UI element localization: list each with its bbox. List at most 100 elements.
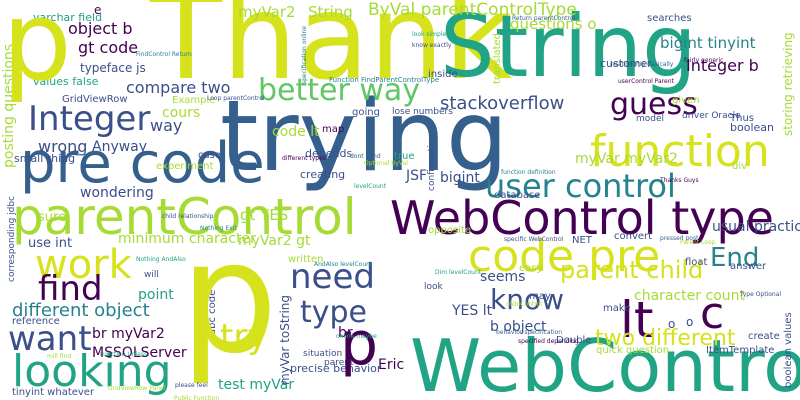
small-word-7: levelCount <box>354 183 387 190</box>
small-word-19: look simple <box>412 31 447 38</box>
word-quick-question-98: quick question <box>596 345 670 356</box>
word-end-22: End <box>710 243 760 273</box>
word-stackoverflow-12: stackoverflow <box>440 93 565 114</box>
word-guess-9: guess <box>610 87 698 122</box>
word-br-myvar2-54: br myVar2 <box>92 326 165 342</box>
word-thus-84: Thus <box>730 113 754 124</box>
small-word-24: please feel <box>175 382 208 389</box>
word-precise-behavior-58: precise behavior <box>290 362 382 375</box>
small-word-11: Thanks Guys <box>660 177 699 184</box>
small-word-25: online maybe <box>336 333 377 340</box>
word-make-96: make <box>603 303 631 314</box>
word-test-myvar-56: test myVar <box>218 377 295 393</box>
small-word-3: Function FindParentControlType <box>329 76 440 84</box>
word-find-14: find <box>38 269 103 309</box>
small-word-9: function definition <box>501 169 556 176</box>
word-o-118: o <box>668 317 676 331</box>
word-code-lt-37: code lt <box>272 124 320 140</box>
word-mssqlserver-55: MSSQLServer <box>92 345 187 361</box>
word-c-20: c <box>700 288 725 339</box>
small-word-27: FindControl Return <box>136 51 192 58</box>
word-gridviewrow-66: GridViewRow <box>62 94 128 105</box>
small-word-18: know exactly <box>412 42 452 49</box>
word-jsf-44: JSF <box>406 168 428 184</box>
word-translated-80: translated <box>492 32 503 84</box>
small-word-2: Optional ByVal <box>364 160 408 167</box>
word-experiment-69: experiment <box>156 161 214 172</box>
word-gt-code-29: gt code <box>78 38 139 57</box>
small-word-22: behavior specification <box>496 329 563 336</box>
word-two-different-27: two different <box>595 326 736 351</box>
word-better-way-11: better way <box>258 73 421 108</box>
word-p-115: p <box>2 0 72 105</box>
word-case-70: case <box>198 150 221 161</box>
word-webcontrol-18: WebControl <box>410 324 800 400</box>
word-typeface-js-64: typeface js <box>80 61 146 75</box>
word-yes-lt-52: YES lt <box>452 303 493 319</box>
small-word-0: child relationship <box>162 213 214 220</box>
word-integer-10: Integer <box>28 99 151 139</box>
word-sure-61: sure <box>38 210 67 225</box>
word-driver-oracle-82: driver Oracle <box>682 111 741 121</box>
word-eric-57: Eric <box>378 357 405 373</box>
small-word-17: fairly generic <box>684 57 724 64</box>
word-know-21: know <box>490 283 564 316</box>
small-word-26: mill find <box>47 353 72 360</box>
small-word-31: Function Unless <box>100 351 148 358</box>
word-minimum-character-47: minimum character <box>118 231 256 247</box>
word-work-13: work <box>35 242 132 288</box>
word-anyway-41: Anyway <box>92 139 148 155</box>
word-o-119: o <box>686 315 694 329</box>
small-word-16: relationship basically <box>610 61 674 68</box>
word-need-15: need <box>290 257 375 297</box>
word-point-59: point <box>138 287 174 303</box>
word-webcontrol-type-5: WebControl type <box>390 191 774 245</box>
word-customer-78: customer <box>600 57 652 70</box>
word-varchar-field-65: varchar field <box>33 11 103 24</box>
word-creating-73: creating <box>300 168 346 181</box>
small-word-13: Dim levelCount <box>435 269 482 276</box>
word-small-thing-67: small thing <box>14 152 76 165</box>
word-bigint-45: bigint <box>440 170 480 186</box>
word-itemtemplate-99: ItemTemplate <box>706 345 775 356</box>
word-gt-yes-43: gt YES <box>240 206 289 224</box>
small-word-5: userControl Parent <box>618 78 674 85</box>
word-will-106: will <box>144 270 159 280</box>
word-function-7: function <box>590 126 770 177</box>
word-type-24: type <box>300 295 368 330</box>
small-word-4: Return parentControl <box>512 15 576 22</box>
word-p-116: p <box>180 209 278 388</box>
word-look-104: look <box>424 282 443 292</box>
small-word-28: dont mind <box>350 153 381 160</box>
word-try-25: try <box>220 317 268 357</box>
word-parentcontrol-4: parentControl <box>12 188 357 246</box>
word-object-b-28: object b <box>68 19 133 38</box>
word-net-93: NET <box>572 235 592 246</box>
word-tinyint-whatever-108: tinyint whatever <box>12 387 95 398</box>
word-situation-103: situation <box>303 349 343 359</box>
word-corresponding-jdbc-111: corresponding jdbc <box>7 195 17 282</box>
small-word-30: Loop parentControl <box>207 95 265 102</box>
word-compare-two-36: compare two <box>126 78 231 97</box>
word-given-81: given <box>672 95 700 106</box>
word-easy-95: easy <box>519 263 543 274</box>
small-word-10: pressed post <box>660 235 699 242</box>
small-word-32: GridViewRow Panel <box>108 385 166 392</box>
small-word-23: specified depending <box>518 338 579 345</box>
word-true-74: true <box>394 151 415 162</box>
word-pre-code-3: pre code <box>20 131 265 196</box>
word-myvar2-30: myVar2 <box>238 3 296 21</box>
word-integer-b-33: Integer b <box>686 56 759 75</box>
word-want-17: want <box>8 319 92 359</box>
word-user-control-8: user control <box>485 167 676 205</box>
word-parent-102: parent <box>324 358 354 368</box>
small-word-15: specification online <box>301 25 308 84</box>
word-myvar-tostring-110: myVar toString <box>278 294 292 385</box>
word-model-83: model <box>636 114 665 124</box>
word-map-71: map <box>322 124 345 135</box>
word-convert-90: convert <box>614 231 653 242</box>
word-example-68: Example <box>172 95 216 106</box>
word-create-100: create <box>748 331 780 342</box>
word-inside-77: inside <box>428 69 458 80</box>
